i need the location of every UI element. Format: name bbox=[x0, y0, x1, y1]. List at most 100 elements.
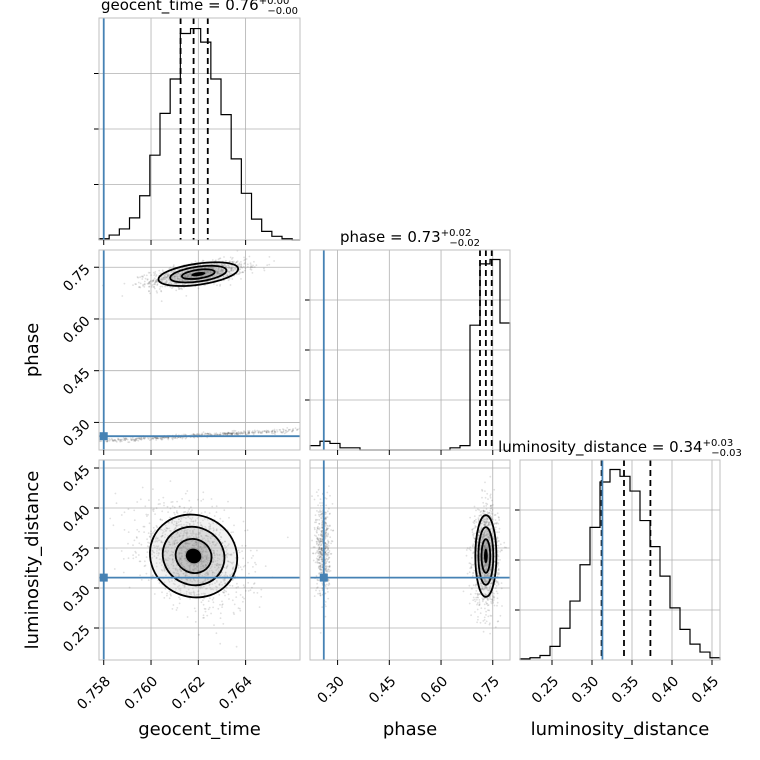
sample-point bbox=[247, 431, 250, 434]
sample-point bbox=[202, 585, 205, 588]
sample-point bbox=[185, 542, 188, 545]
sample-point bbox=[155, 539, 158, 542]
sample-point bbox=[183, 516, 186, 518]
sample-point bbox=[156, 550, 158, 552]
sample-point bbox=[215, 259, 217, 262]
sample-point bbox=[248, 432, 250, 435]
sample-point bbox=[484, 563, 487, 565]
sample-point bbox=[212, 571, 214, 574]
sample-point bbox=[175, 275, 178, 278]
sample-point bbox=[263, 430, 266, 432]
sample-point bbox=[187, 273, 190, 276]
sample-point bbox=[176, 607, 179, 609]
sample-point bbox=[168, 541, 170, 544]
sample-point bbox=[198, 532, 201, 535]
sample-point bbox=[239, 609, 242, 612]
sample-point bbox=[226, 565, 228, 568]
sample-point bbox=[228, 260, 231, 263]
scatter-panel-geocent_time-phase bbox=[94, 249, 301, 455]
sample-point bbox=[167, 546, 170, 549]
sample-point bbox=[227, 544, 229, 547]
sample-point bbox=[221, 600, 223, 603]
sample-point bbox=[229, 553, 232, 556]
sample-point bbox=[138, 530, 140, 533]
sample-point bbox=[493, 596, 496, 599]
sample-point bbox=[154, 513, 157, 515]
sample-point bbox=[202, 431, 205, 433]
sample-point bbox=[176, 570, 179, 572]
sample-point bbox=[204, 518, 206, 520]
sample-point bbox=[211, 266, 214, 269]
sample-point bbox=[155, 437, 158, 439]
sample-point bbox=[216, 272, 219, 275]
sample-point bbox=[203, 561, 206, 563]
sample-point bbox=[291, 429, 294, 432]
sample-point bbox=[482, 536, 484, 539]
sample-point bbox=[161, 279, 164, 282]
sample-point bbox=[221, 584, 224, 586]
sample-point bbox=[315, 491, 318, 493]
sample-point bbox=[171, 277, 174, 280]
sample-point bbox=[113, 568, 116, 570]
sample-point bbox=[178, 518, 180, 521]
sample-point bbox=[188, 536, 191, 539]
sample-point bbox=[479, 621, 482, 624]
sample-point bbox=[182, 535, 185, 537]
sample-point bbox=[143, 438, 146, 440]
sample-point bbox=[153, 274, 156, 277]
contour-0 bbox=[174, 538, 213, 574]
sample-point bbox=[184, 275, 187, 278]
panel-frame bbox=[98, 17, 301, 241]
sample-point bbox=[196, 433, 199, 436]
sample-point bbox=[158, 549, 161, 551]
sample-point bbox=[163, 536, 166, 539]
sample-point bbox=[185, 517, 187, 519]
sample-point bbox=[191, 539, 194, 542]
sample-point bbox=[489, 475, 492, 478]
sample-point bbox=[205, 550, 207, 553]
sample-point bbox=[206, 270, 209, 273]
sample-point bbox=[132, 438, 135, 441]
sample-point bbox=[123, 529, 126, 531]
sample-point bbox=[268, 431, 270, 434]
sample-point bbox=[202, 491, 205, 494]
sample-point bbox=[248, 255, 251, 258]
sample-point bbox=[294, 427, 297, 430]
sample-point bbox=[235, 268, 238, 271]
sample-point bbox=[227, 560, 230, 563]
sample-point bbox=[205, 563, 207, 566]
sample-point bbox=[136, 276, 139, 278]
sample-point bbox=[226, 433, 229, 436]
sample-point bbox=[222, 432, 225, 434]
sample-point bbox=[197, 593, 200, 596]
sample-point bbox=[247, 581, 250, 584]
sample-point bbox=[193, 593, 196, 596]
sample-point bbox=[218, 583, 221, 586]
sample-point bbox=[265, 431, 268, 434]
sample-point bbox=[168, 279, 171, 281]
sample-point bbox=[151, 286, 153, 288]
sample-point bbox=[96, 440, 98, 442]
sample-point bbox=[224, 582, 227, 585]
sample-point bbox=[219, 433, 221, 436]
sample-point bbox=[486, 563, 489, 565]
sample-point bbox=[184, 574, 187, 577]
sample-point bbox=[177, 268, 179, 271]
sample-point bbox=[219, 612, 222, 615]
sample-point bbox=[137, 437, 140, 440]
sample-point bbox=[177, 277, 180, 280]
sample-point bbox=[141, 275, 144, 278]
sample-point bbox=[160, 290, 163, 293]
sample-point bbox=[172, 564, 175, 567]
sample-point bbox=[476, 602, 479, 604]
sample-point bbox=[219, 603, 221, 606]
sample-point bbox=[179, 557, 182, 560]
sample-point bbox=[190, 279, 193, 282]
sample-point bbox=[260, 432, 263, 435]
sample-point bbox=[115, 440, 118, 442]
sample-point bbox=[497, 522, 500, 525]
sample-point bbox=[483, 616, 486, 619]
sample-point bbox=[205, 574, 208, 577]
sample-point bbox=[173, 275, 176, 278]
sample-point bbox=[203, 607, 206, 610]
